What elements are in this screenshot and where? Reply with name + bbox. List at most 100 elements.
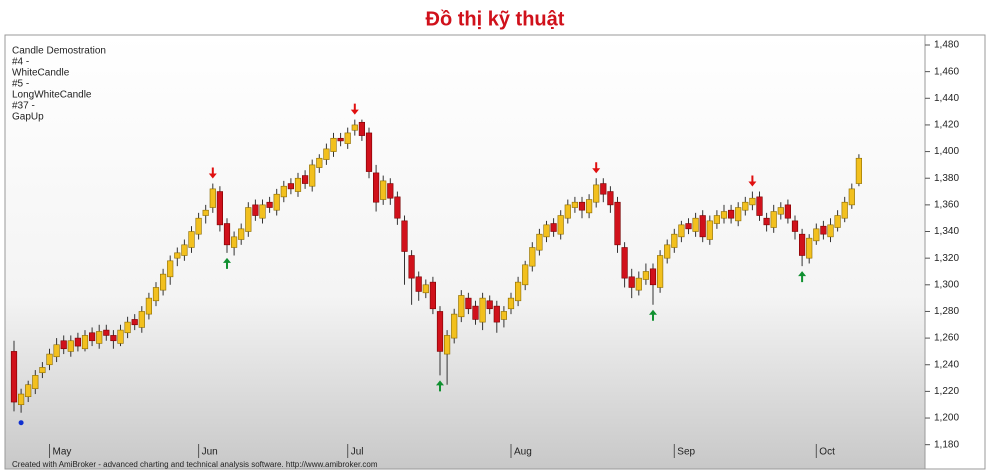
candle-body [571,201,578,208]
candle-body [756,196,763,216]
y-tick-label: 1,440 [934,93,959,104]
candle-body [692,217,699,232]
footer: Created with AmiBroker - advanced charti… [12,460,378,469]
buy-arrow [223,257,231,269]
candle-body [145,297,153,315]
legend-text: Candle Demostration [12,46,106,57]
candle-body [656,255,664,288]
candle-body [309,164,316,187]
candle-body [671,233,678,248]
candle-body [564,204,571,219]
candle-body [408,255,415,279]
buy-arrow [649,309,657,321]
candle-body [706,220,713,240]
candle-body [806,237,813,259]
candle-body [394,196,401,219]
candle-body [635,277,642,291]
candle-body [735,207,742,222]
candle-body [245,207,252,232]
y-tick-label: 1,340 [934,226,959,237]
candle-body [89,332,96,342]
candle-body [266,201,273,208]
candle-body [500,311,508,320]
x-tick-label: May [53,447,72,458]
candle-body [167,260,174,278]
axis-area [924,34,986,470]
candle-body [60,340,67,350]
candle-body [664,244,671,259]
candle-body [344,132,351,144]
candle-body [678,224,685,238]
candle-body [536,233,543,251]
legend-text: WhiteCandle [12,68,70,79]
legend-text: #4 - [12,57,29,68]
candle-body [273,193,280,211]
y-tick-label: 1,400 [934,146,959,157]
candle-body [238,228,245,240]
candle-body [628,276,635,288]
candle-body [181,244,188,256]
candle-body [458,295,465,318]
candle-body [188,231,195,248]
sell-arrow [748,175,757,187]
y-tick-label: 1,280 [934,306,959,317]
candle-body [472,305,479,320]
candle-body [522,264,529,286]
candle-body [280,185,287,198]
candle-body [103,329,110,336]
candle-body [174,252,181,259]
candle-body [231,236,238,248]
candle-body [479,297,486,323]
candle-body [543,224,550,238]
candle-body [110,335,117,342]
buy-arrow [436,380,444,392]
candle-body [550,223,557,232]
x-tick-label: Jul [351,447,364,458]
candle-body [287,183,295,190]
candle-body [39,367,46,374]
candle-body [436,311,444,352]
candle-body [557,215,564,235]
candle-body [152,287,160,302]
candle-body [834,215,841,228]
candle-body [209,188,216,208]
y-tick-label: 1,200 [934,413,959,424]
candle-body [202,209,209,216]
candle-body [685,223,692,230]
candle-body [720,211,728,219]
plot-area [4,34,926,470]
y-tick-label: 1,260 [934,333,959,344]
candle-body [813,228,820,242]
candle-body [649,268,657,286]
candle-body [621,247,628,279]
buy-arrow [798,271,807,283]
signal-dot [18,420,24,426]
candle-body [216,191,224,226]
candle-body [614,201,621,246]
candle-body [160,273,167,291]
candle-body [96,331,103,344]
candle-body [10,351,18,403]
candle-body [429,281,437,310]
x-tick-label: Oct [819,447,835,458]
candle-body [578,201,586,211]
y-tick-label: 1,480 [934,40,959,51]
candle-body [784,204,791,219]
candle-body [138,311,145,328]
y-tick-label: 1,220 [934,386,959,397]
candle-body [593,184,600,203]
x-tick-label: Sep [677,447,695,458]
candle-body [791,220,799,232]
x-tick-label: Jun [202,447,218,458]
sell-arrow [592,162,601,174]
candle-body [372,172,380,203]
candle-body [827,224,834,238]
candle-body [32,375,39,390]
sell-arrow [350,103,359,115]
sell-arrow [208,167,217,179]
candle-body [415,276,422,292]
candle-body [316,157,323,168]
legend-text: GapUp [12,112,44,123]
candle-body [422,284,429,294]
